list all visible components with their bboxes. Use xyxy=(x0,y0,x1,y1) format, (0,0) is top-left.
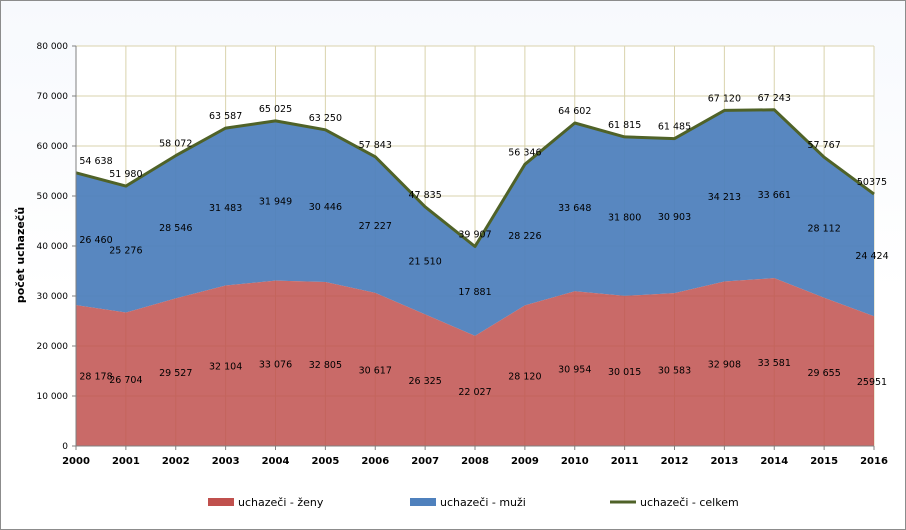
data-label-muzi: 31 800 xyxy=(608,212,641,223)
data-label-muzi: 24 424 xyxy=(855,251,888,262)
data-label-muzi: 34 213 xyxy=(708,192,741,203)
legend-label: uchazeči - celkem xyxy=(640,496,739,509)
y-tick-label: 40 000 xyxy=(37,242,69,252)
data-label-celkem: 57 843 xyxy=(359,140,392,151)
data-label-celkem: 61 485 xyxy=(658,122,691,133)
data-label-zeny: 26 325 xyxy=(409,376,442,387)
y-tick-label: 20 000 xyxy=(37,342,69,352)
data-label-muzi: 31 949 xyxy=(259,197,292,208)
y-tick-label: 70 000 xyxy=(37,92,69,102)
data-label-zeny: 28 178 xyxy=(79,372,112,383)
x-tick-label: 2000 xyxy=(62,456,90,467)
legend-label: uchazeči - muži xyxy=(440,496,526,509)
x-tick-label: 2013 xyxy=(710,456,738,467)
data-label-muzi: 21 510 xyxy=(409,257,442,268)
data-label-muzi: 28 546 xyxy=(159,223,192,234)
data-label-celkem: 67 120 xyxy=(708,93,741,104)
x-tick-label: 2003 xyxy=(212,456,240,467)
y-axis-label: počet uchazečů xyxy=(14,207,27,303)
total-line xyxy=(75,108,875,248)
data-label-celkem: 54 638 xyxy=(79,156,112,167)
data-label-celkem: 50375 xyxy=(857,177,887,188)
data-label-zeny: 29 655 xyxy=(808,368,841,379)
data-label-zeny: 30 617 xyxy=(359,365,392,376)
data-label-celkem: 63 250 xyxy=(309,113,342,124)
x-tick-label: 2007 xyxy=(411,456,439,467)
data-label-muzi: 28 112 xyxy=(808,223,841,234)
x-tick-label: 2008 xyxy=(461,456,489,467)
y-tick-label: 0 xyxy=(62,442,68,452)
data-label-celkem: 39 907 xyxy=(458,229,491,240)
data-label-zeny: 26 704 xyxy=(109,375,142,386)
data-label-celkem: 64 602 xyxy=(558,106,591,117)
data-label-zeny: 28 120 xyxy=(508,372,541,383)
data-label-muzi: 33 661 xyxy=(758,190,791,201)
y-tick-label: 10 000 xyxy=(37,392,69,402)
data-label-zeny: 30 954 xyxy=(558,365,591,376)
x-tick-label: 2012 xyxy=(661,456,689,467)
stacked-areas xyxy=(76,109,874,446)
x-tick-label: 2011 xyxy=(611,456,639,467)
x-tick-label: 2005 xyxy=(311,456,339,467)
data-label-muzi: 33 648 xyxy=(558,203,591,214)
data-label-zeny: 30 015 xyxy=(608,367,641,378)
y-tick-label: 60 000 xyxy=(37,142,69,152)
x-tick-label: 2002 xyxy=(162,456,190,467)
data-label-muzi: 26 460 xyxy=(79,235,112,246)
legend-label: uchazeči - ženy xyxy=(238,496,324,509)
data-label-celkem: 47 835 xyxy=(409,190,442,201)
data-label-zeny: 33 076 xyxy=(259,359,292,370)
data-label-muzi: 28 226 xyxy=(508,231,541,242)
y-tick-label: 30 000 xyxy=(37,292,69,302)
x-tick-label: 2016 xyxy=(860,456,888,467)
y-tick-label: 50 000 xyxy=(37,192,69,202)
data-label-muzi: 27 227 xyxy=(359,221,392,232)
data-label-zeny: 22 027 xyxy=(458,387,491,398)
data-label-zeny: 32 104 xyxy=(209,362,242,373)
x-tick-label: 2006 xyxy=(361,456,389,467)
data-label-celkem: 65 025 xyxy=(259,104,292,115)
data-label-celkem: 61 815 xyxy=(608,120,641,131)
data-label-zeny: 30 583 xyxy=(658,366,691,377)
data-label-zeny: 32 805 xyxy=(309,360,342,371)
axes: 0 10 000 20 000 30 000 40 000 50 000 60 000 70 … xyxy=(37,42,888,467)
area-muzi xyxy=(76,109,874,336)
data-label-celkem: 67 243 xyxy=(758,93,791,104)
data-label-zeny: 33 581 xyxy=(758,358,791,369)
data-label-muzi: 17 881 xyxy=(458,287,491,298)
data-label-zeny: 32 908 xyxy=(708,360,741,371)
x-tick-label: 2014 xyxy=(760,456,788,467)
legend: uchazeči - ženy uchazeči - muži uchazeči -… xyxy=(208,496,739,509)
data-label-muzi: 30 446 xyxy=(309,202,342,213)
line-celkem xyxy=(75,108,875,248)
y-tick-label: 80 000 xyxy=(37,42,69,52)
legend-swatch xyxy=(410,498,436,506)
data-label-muzi: 25 276 xyxy=(109,245,142,256)
data-label-celkem: 51 980 xyxy=(109,169,142,180)
data-label-muzi: 31 483 xyxy=(209,203,242,214)
x-tick-label: 2015 xyxy=(810,456,838,467)
data-label-celkem: 58 072 xyxy=(159,139,192,150)
data-label-celkem: 57 767 xyxy=(808,140,841,151)
x-tick-label: 2009 xyxy=(511,456,539,467)
data-label-celkem: 63 587 xyxy=(209,111,242,122)
legend-swatch xyxy=(208,498,234,506)
data-label-zeny: 25951 xyxy=(857,377,887,388)
x-tick-label: 2010 xyxy=(561,456,589,467)
area-zeny xyxy=(76,278,874,446)
data-label-zeny: 29 527 xyxy=(159,368,192,379)
data-label-celkem: 56 346 xyxy=(508,147,541,158)
x-tick-label: 2004 xyxy=(262,456,290,467)
data-label-muzi: 30 903 xyxy=(658,212,691,223)
x-tick-label: 2001 xyxy=(112,456,140,467)
